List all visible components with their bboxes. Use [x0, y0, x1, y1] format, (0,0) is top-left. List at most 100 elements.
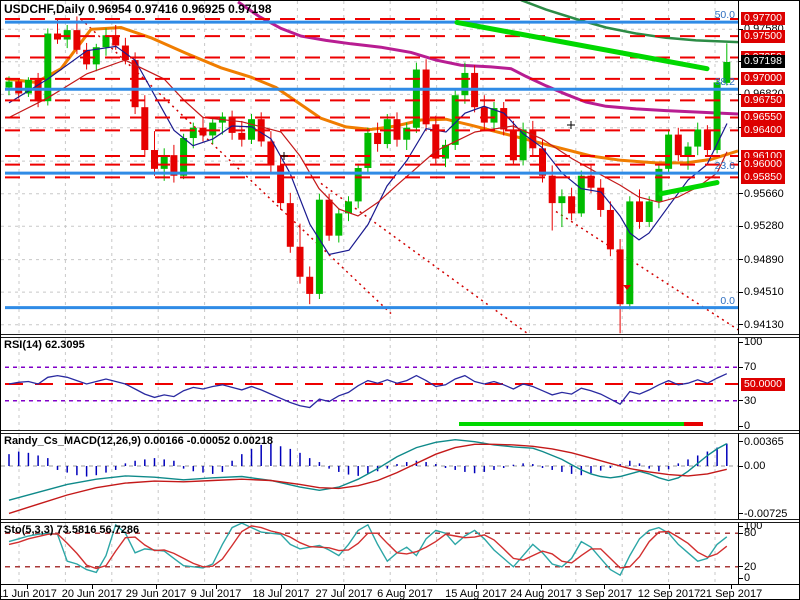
scale-tick-mark [738, 566, 743, 568]
candle-body [568, 196, 576, 214]
candle-body [442, 144, 449, 159]
candle-body [383, 119, 391, 145]
macd-line [8, 438, 728, 501]
candle-body [102, 35, 110, 48]
rsi-ribbon [459, 422, 703, 426]
chart-title: USDCHF,Daily 0.96954 0.97416 0.96925 0.9… [4, 2, 272, 16]
scale-tick-mark [738, 513, 743, 515]
candle-body [461, 72, 469, 96]
price-tick-label: 0.94130 [744, 318, 784, 331]
price-tick-mark [738, 127, 743, 129]
candle-body [529, 129, 537, 149]
date-label: 18 Jul 2017 [252, 588, 310, 600]
candle-body [606, 209, 614, 250]
candle-body [63, 30, 71, 40]
price-level-label: 0.95850 [741, 170, 785, 184]
rsi-label: RSI(14) 62.3095 [4, 339, 85, 351]
date-label: 12 Sep 2017 [637, 588, 701, 600]
candle-body [92, 47, 100, 65]
fib-level-label: 0.0 [720, 294, 735, 307]
date-label: 20 Jun 2017 [61, 588, 123, 600]
vertical-gridlines [18, 434, 716, 519]
date-tick-mark [27, 585, 28, 589]
macd-tick-label: 0.00365 [744, 435, 784, 448]
rsi-level-label: 50.0000 [741, 377, 785, 391]
ma-fast-blue [8, 45, 728, 256]
scale-tick-mark [738, 400, 743, 402]
sto-tick-label: 100 [744, 520, 763, 532]
candle-body [296, 246, 304, 277]
sto-tick-label: 20 [744, 560, 757, 573]
main-chart-canvas[interactable] [1, 1, 738, 335]
price-tick-label: 0.95660 [744, 187, 784, 200]
panel-separator[interactable] [1, 334, 799, 338]
scale-tick-mark [738, 465, 743, 467]
date-label: 24 Aug 2017 [510, 588, 572, 600]
candle-body [73, 30, 81, 50]
candle-body [199, 127, 207, 136]
candle-body [558, 196, 566, 204]
candle-body [422, 69, 430, 125]
scale-tick-mark [738, 532, 743, 534]
stochastic-canvas[interactable] [1, 523, 738, 584]
candle-body [248, 119, 255, 140]
candle-body [15, 81, 23, 94]
price-tick-mark [738, 160, 743, 162]
candle-body [315, 199, 323, 294]
scale-tick-mark [738, 525, 743, 527]
panel-separator[interactable] [1, 430, 799, 434]
candle-body [238, 132, 246, 140]
candle-body [500, 108, 508, 130]
main-chart-panel[interactable]: USDCHF,Daily 0.96954 0.97416 0.96925 0.9… [1, 1, 738, 335]
date-tick-mark [405, 585, 406, 589]
rsi-panel[interactable]: RSI(14) 62.3095 [1, 338, 738, 430]
rsi-line [8, 373, 728, 409]
dotted-trendlines [80, 18, 738, 335]
ma-orange [5, 25, 738, 165]
date-label: 21 Sep 2017 [699, 588, 763, 600]
date-label: 9 Jul 2017 [190, 588, 242, 600]
price-tick-mark [738, 259, 743, 261]
candle-body [267, 141, 275, 166]
candle-body [131, 60, 139, 108]
rsi-canvas[interactable] [1, 338, 738, 430]
stochastic-panel[interactable]: Sto(5,3,3) 73.5816 56.7286 [1, 523, 738, 584]
candle-body [403, 127, 411, 140]
scale-tick-mark [738, 341, 743, 343]
candle-body [335, 213, 343, 236]
macd-panel[interactable]: Randy_Cs_MACD(12,26,9) 0.00166 -0.00052 … [1, 434, 738, 519]
fibonacci-lines [5, 20, 738, 310]
macd-histogram [8, 443, 728, 477]
candle-body [636, 201, 643, 222]
price-level-label: 0.97000 [741, 72, 785, 86]
date-tick-mark [92, 585, 93, 589]
price-level-label: 0.96750 [741, 93, 785, 107]
price-tick-mark [738, 193, 743, 195]
sto-k-line [8, 523, 728, 577]
panel-separator[interactable] [1, 519, 799, 523]
candle-body [684, 146, 692, 156]
candle-body [189, 127, 197, 139]
macd-canvas[interactable] [1, 434, 738, 519]
candle-body [655, 168, 663, 202]
sto-tick-label: 0 [744, 572, 751, 584]
macd-tick-label: -0.00725 [744, 507, 788, 520]
price-level-label: 0.97700 [741, 12, 785, 26]
candle-body [277, 165, 285, 204]
candle-body [24, 79, 32, 94]
candle-body [723, 61, 731, 83]
price-level-label: 0.96400 [741, 123, 785, 137]
date-tick-mark [216, 585, 217, 589]
price-level-label: 0.97500 [741, 29, 785, 43]
date-tick-mark [281, 585, 282, 589]
fib-level-label: 38.2 [714, 76, 735, 89]
date-label: 11 Jun 2017 [0, 588, 57, 600]
time-axis[interactable]: 11 Jun 2017 20 Jun 2017 29 Jun 2017 9 Jul 2… [0, 584, 799, 600]
date-tick-mark [156, 585, 157, 589]
candle-body [354, 168, 362, 202]
candle-body [44, 33, 52, 102]
candle-body [286, 203, 294, 247]
macd-signal-line [8, 443, 727, 515]
scale-tick-mark [738, 366, 743, 368]
date-label: 6 Aug 2017 [377, 588, 433, 600]
